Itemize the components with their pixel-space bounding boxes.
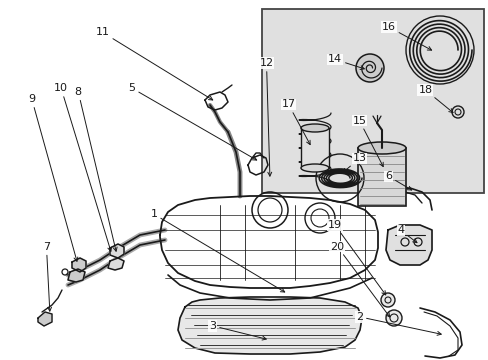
Text: 6: 6 (385, 171, 411, 190)
Circle shape (355, 54, 383, 82)
Ellipse shape (301, 124, 328, 132)
Text: 14: 14 (327, 54, 364, 69)
Ellipse shape (301, 164, 328, 172)
Text: 4: 4 (397, 225, 416, 243)
Text: 3: 3 (209, 321, 265, 340)
Ellipse shape (357, 142, 405, 154)
Circle shape (385, 310, 401, 326)
Text: 10: 10 (54, 83, 111, 251)
Text: 12: 12 (259, 58, 273, 176)
Text: 19: 19 (327, 220, 385, 295)
Text: 1: 1 (150, 209, 284, 292)
Text: 20: 20 (330, 242, 389, 317)
Polygon shape (108, 258, 124, 270)
Text: 7: 7 (43, 242, 51, 311)
Polygon shape (72, 258, 86, 272)
Bar (261, 9, 483, 193)
Bar (301, 128, 328, 168)
Polygon shape (38, 312, 52, 326)
Text: 17: 17 (281, 99, 309, 145)
Polygon shape (68, 269, 85, 282)
Text: 18: 18 (418, 85, 452, 113)
Bar (357, 148, 405, 206)
Text: 2: 2 (355, 312, 440, 335)
Text: 11: 11 (96, 27, 212, 100)
Text: 16: 16 (381, 22, 431, 50)
Polygon shape (110, 244, 124, 258)
Text: 8: 8 (75, 87, 117, 251)
Text: 5: 5 (128, 83, 256, 160)
Text: 15: 15 (352, 116, 383, 167)
Text: 9: 9 (28, 94, 78, 261)
Circle shape (451, 106, 463, 118)
Polygon shape (385, 225, 431, 265)
Polygon shape (178, 297, 361, 354)
Circle shape (380, 293, 394, 307)
Text: 13: 13 (342, 153, 366, 172)
